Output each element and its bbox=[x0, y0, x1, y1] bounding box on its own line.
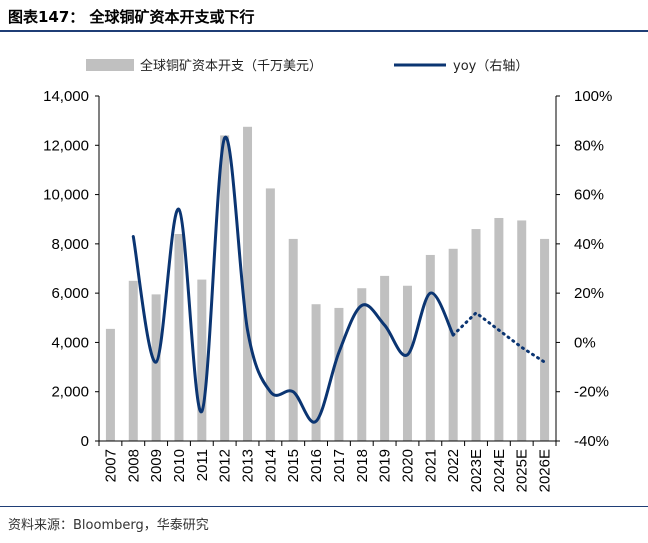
y-right-tick-label: 20% bbox=[574, 285, 604, 302]
y-left-tick-label: 12,000 bbox=[43, 137, 89, 154]
bar-2009 bbox=[151, 294, 161, 441]
x-tick-label: 2019 bbox=[377, 449, 394, 482]
chart: 0 2,000 4,000 6,000 8,000 10,000 12,000 14,000 -… bbox=[43, 58, 612, 492]
y-left-tick-label: 14,000 bbox=[43, 88, 89, 105]
bar-2018 bbox=[357, 288, 367, 441]
bar-2023E bbox=[471, 229, 481, 441]
source-note: 资料来源：Bloomberg，华泰研究 bbox=[8, 518, 209, 533]
x-tick-label: 2015 bbox=[285, 449, 302, 482]
y-right-tick-label: 0% bbox=[574, 334, 596, 351]
bar-2021 bbox=[425, 254, 435, 441]
bar-2020 bbox=[402, 285, 412, 441]
x-tick-label: 2021 bbox=[422, 449, 439, 482]
x-tick-label: 2022 bbox=[445, 449, 462, 482]
x-tick-label: 2025E bbox=[514, 449, 531, 492]
bar-2017 bbox=[334, 307, 344, 441]
x-tick-label: 2018 bbox=[354, 449, 371, 482]
y-right-tick-label: 40% bbox=[574, 236, 604, 253]
x-tick-label: 2012 bbox=[217, 449, 234, 482]
x-tick-label: 2026E bbox=[537, 449, 554, 492]
x-tick-label: 2014 bbox=[262, 449, 279, 482]
x-tick-label: 2020 bbox=[399, 449, 416, 482]
x-tick-label: 2008 bbox=[125, 449, 142, 482]
y-left-tick-label: 4,000 bbox=[51, 334, 89, 351]
title-rule bbox=[0, 30, 648, 32]
y-left-tick-label: 8,000 bbox=[51, 236, 89, 253]
y-right-tick-label: -40% bbox=[574, 433, 609, 450]
y-right-tick-label: 100% bbox=[574, 88, 612, 105]
y-left-tick-label: 2,000 bbox=[51, 384, 89, 401]
y-left-tick-label: 6,000 bbox=[51, 285, 89, 302]
legend-bar-label: 全球铜矿资本开支（千万美元） bbox=[140, 58, 322, 74]
y-left-tick-label: 10,000 bbox=[43, 187, 89, 204]
bar-2014 bbox=[265, 188, 275, 441]
chart-title: 图表147： 全球铜矿资本开支或下行 bbox=[8, 8, 255, 26]
bar-2008 bbox=[128, 280, 138, 441]
y-left-tick-label: 0 bbox=[81, 433, 89, 450]
bar-2022 bbox=[448, 248, 458, 441]
y-right-tick-label: 60% bbox=[574, 187, 604, 204]
legend-bar-swatch bbox=[86, 59, 134, 71]
source-rule bbox=[0, 506, 648, 507]
bar-2012 bbox=[220, 135, 230, 441]
y-right-tick-label: 80% bbox=[574, 137, 604, 154]
bar-2007 bbox=[105, 328, 115, 441]
x-tick-label: 2009 bbox=[148, 449, 165, 482]
legend-line-label: yoy（右轴） bbox=[453, 59, 528, 74]
bar-2013 bbox=[243, 126, 253, 441]
bar-2010 bbox=[174, 234, 184, 441]
bar-2011 bbox=[197, 279, 207, 441]
bar-2016 bbox=[311, 304, 321, 441]
x-tick-label: 2011 bbox=[194, 449, 211, 481]
x-tick-label: 2010 bbox=[171, 449, 188, 482]
bar-2019 bbox=[380, 275, 390, 441]
yoy-line-forecast bbox=[451, 310, 547, 364]
bar-2026E bbox=[540, 238, 550, 441]
yoy-line-actual bbox=[131, 135, 455, 424]
y-right-tick-label: -20% bbox=[574, 384, 609, 401]
bar-2015 bbox=[288, 238, 298, 441]
x-tick-label: 2007 bbox=[102, 449, 119, 482]
bar-2025E bbox=[517, 220, 527, 441]
x-tick-label: 2024E bbox=[491, 449, 508, 492]
x-tick-label: 2023E bbox=[468, 449, 485, 492]
x-tick-label: 2013 bbox=[240, 449, 257, 482]
x-tick-label: 2017 bbox=[331, 449, 348, 482]
x-tick-label: 2016 bbox=[308, 449, 325, 482]
